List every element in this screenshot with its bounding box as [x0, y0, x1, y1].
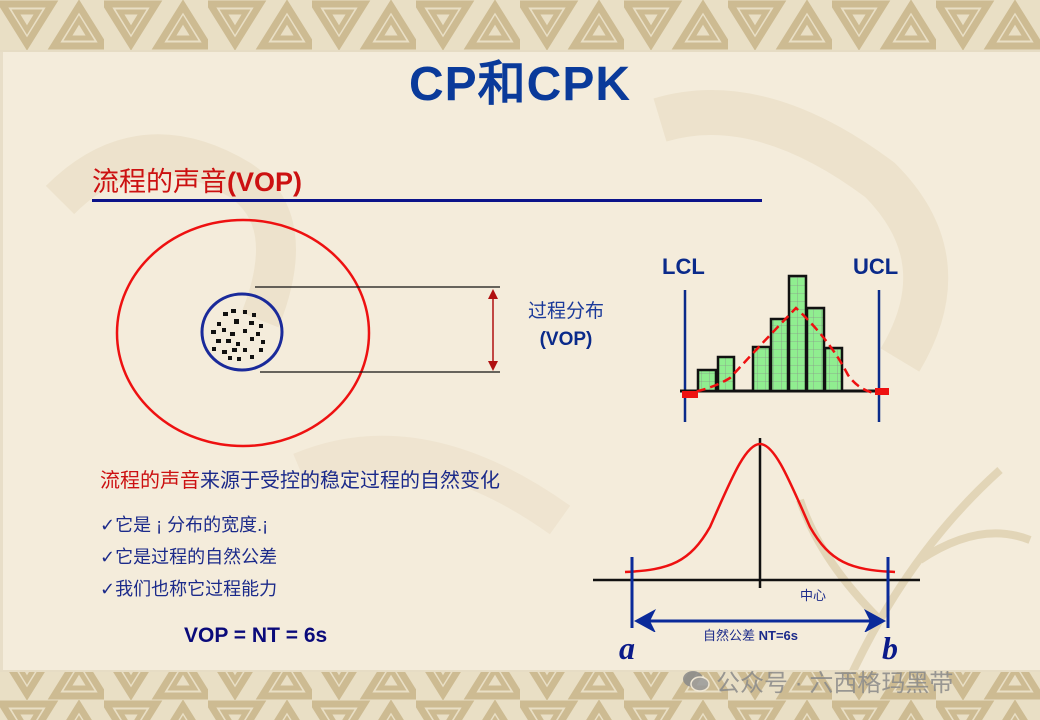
center-label: 中心 [800, 588, 827, 603]
process-circle [200, 292, 284, 372]
bound-a-label: a [619, 630, 635, 666]
process-spread-diagram [115, 218, 500, 448]
normal-curve-chart [593, 438, 920, 632]
watermark-text: 公众号 · 六西格玛黑带 [716, 670, 954, 697]
section-heading-en: (VOP) [227, 167, 303, 197]
wechat-icon [683, 670, 710, 692]
tolerance-circle [115, 218, 371, 448]
vop-source-statement: 流程的声音来源于受控的稳定过程的自然变化 [100, 464, 500, 493]
tolerance-en: NT=6s [758, 628, 799, 643]
lcl-label: LCL [662, 254, 705, 279]
histogram-chart [680, 274, 889, 422]
label-line-1: 过程分布 [527, 301, 604, 322]
slide-title: CP和CPK [408, 58, 632, 111]
statement-rest: 来源于受控的稳定过程的自然变化 [200, 470, 500, 492]
watermark: 公众号 · 六西格玛黑带 [682, 663, 953, 698]
ucl-label: UCL [853, 254, 899, 279]
heading-underline [92, 199, 762, 202]
vop-formula: VOP = NT = 6s [184, 624, 328, 647]
statement-highlight: 流程的声音 [100, 470, 200, 492]
label-line-2: (VOP) [539, 329, 593, 350]
process-distribution-label: 过程分布 (VOP) [508, 298, 624, 354]
section-heading-cn: 流程的声音 [92, 167, 227, 197]
bullet-item: ✓它是过程的自然公差 [100, 547, 278, 567]
bullet-item: ✓它是 ¡ 分布的宽度.¡ [100, 515, 269, 535]
section-heading: 流程的声音(VOP) [92, 160, 302, 199]
natural-tolerance-label: 自然公差 NT=6s [703, 625, 798, 644]
data-points [211, 309, 265, 361]
bullet-item: ✓我们也称它过程能力 [100, 579, 278, 599]
tolerance-cn: 自然公差 [703, 628, 756, 643]
bound-b-label: b [882, 630, 898, 666]
